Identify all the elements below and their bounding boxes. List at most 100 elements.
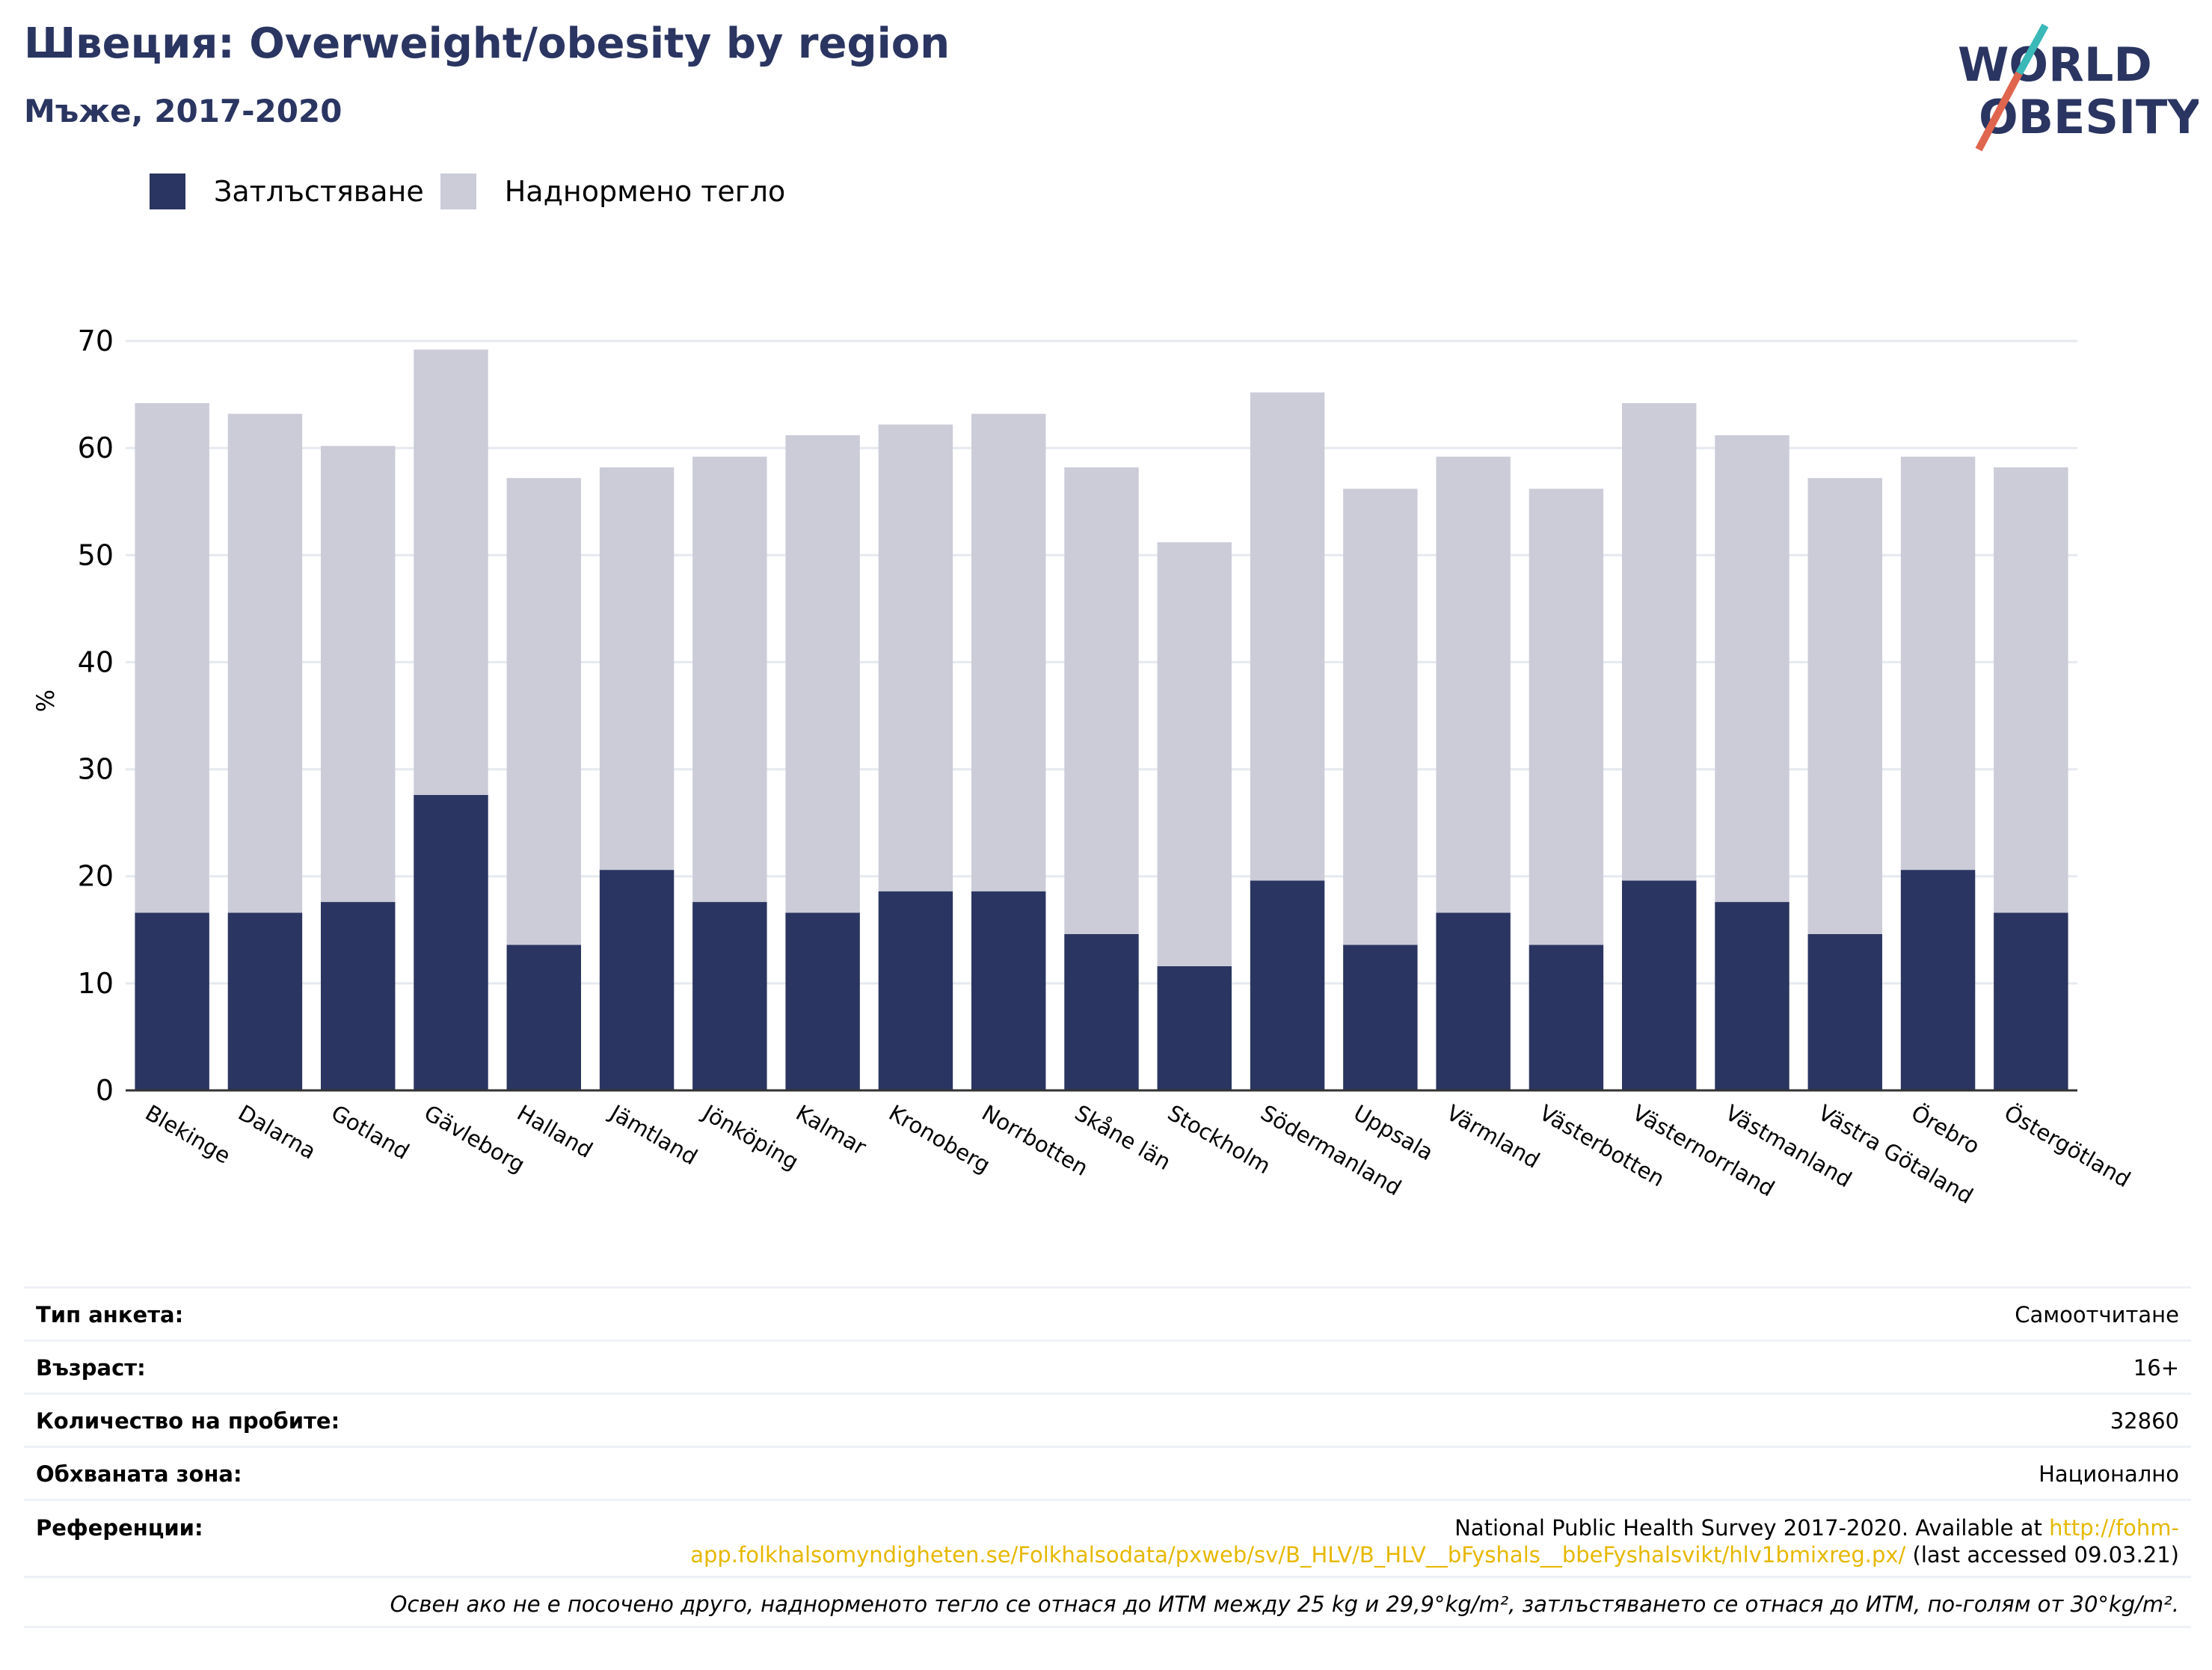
bar-overweight [1715,435,1789,903]
chart-title: Швеция: Overweight/obesity by region [24,19,950,68]
chart-subtitle: Мъже, 2017-2020 [24,93,342,129]
y-tick-label: 60 [78,432,114,464]
bar-obesity [1157,966,1232,1090]
bar-overweight [878,424,953,891]
y-tick-label: 20 [78,860,114,893]
bar-obesity [1994,912,2068,1090]
x-tick-label: Östergötland [2000,1100,2134,1193]
bar-obesity [1436,912,1511,1090]
x-tick-label: Örebro [1907,1100,1984,1159]
info-label: Референции: [36,1515,203,1541]
definition-note: Освен ако не е посочено друго, наднормен… [390,1591,2179,1617]
bar-obesity [971,891,1046,1090]
info-label: Обхваната зона: [36,1461,242,1487]
bar-overweight [506,478,581,945]
info-row-sample-size: Количество на пробите: 32860 [24,1393,2191,1446]
bar-obesity [414,794,488,1090]
bar-overweight [971,414,1046,891]
bar-obesity [1715,902,1789,1090]
info-value: Самоотчитане [2015,1302,2179,1327]
legend-swatch-obesity [150,174,185,209]
bar-obesity [878,891,953,1090]
info-row-survey-type: Тип анкета: Самоотчитане [24,1286,2191,1339]
bar-overweight [599,467,675,871]
x-tick-label: Jämtland [604,1099,701,1170]
logo-slash-teal [2015,23,2049,76]
reference-link[interactable]: http://fohm-app.folkhalsomyndigheten.se/… [690,1515,2179,1568]
bar-overweight [1343,488,1418,945]
info-row-note: Освен ако не е посочено друго, наднормен… [24,1576,2191,1628]
legend-item-overweight: Наднормено тегло [440,174,786,209]
bar-overweight [1436,456,1511,913]
bar-overweight [414,349,488,795]
bar-overweight [1994,467,2068,913]
bar-obesity [692,902,767,1090]
info-value: 32860 [2110,1408,2179,1434]
reference-text: National Public Health Survey 2017-2020.… [384,1514,2179,1568]
info-row-area: Обхваната зона: Национално [24,1446,2191,1499]
world-obesity-logo: WORLD OBESITY [1958,23,2199,152]
y-axis-label: % [31,690,60,712]
info-label: Възраст: [36,1355,146,1381]
y-tick-label: 40 [78,645,114,678]
x-tick-label: Gävleborg [420,1100,529,1178]
bar-overweight [321,446,396,903]
y-tick-label: 30 [78,753,114,786]
y-tick-label: 70 [78,325,114,357]
legend-label-obesity: Затлъстяване [214,175,424,208]
info-label: Тип анкета: [36,1302,184,1327]
bar-obesity [135,912,209,1090]
x-tick-label: Värmland [1443,1100,1544,1173]
legend-swatch-overweight [440,174,476,209]
logo-slash-red [1975,71,2023,152]
bar-overweight [1529,488,1604,945]
bar-obesity [1529,945,1604,1090]
bar-obesity [1807,934,1882,1090]
bar-overweight [227,414,303,913]
x-tick-label: Kronoberg [885,1100,995,1179]
bar-overweight [1250,392,1325,881]
y-tick-label: 0 [96,1074,114,1107]
survey-info-table: Тип анкета: Самоотчитане Възраст: 16+ Ко… [24,1286,2191,1628]
bar-obesity [599,870,675,1090]
bar-obesity [1343,945,1418,1090]
bar-overweight [785,435,860,913]
info-value: 16+ [2133,1355,2179,1381]
logo-line2: OBESITY [1979,90,2199,144]
bar-overweight [135,403,209,913]
bar-obesity [785,912,860,1090]
bar-obesity [506,945,581,1090]
bar-overweight [1157,542,1232,966]
logo-line1: WORLD [1958,37,2152,92]
bar-obesity [1900,870,1976,1090]
x-tick-label: Norrbotten [977,1100,1093,1181]
bar-overweight [1622,403,1697,881]
legend-label-overweight: Наднормено тегло [504,175,786,208]
bar-obesity [227,912,303,1090]
info-value: Национално [2039,1461,2179,1487]
bar-obesity [321,902,396,1090]
x-tick-label: Stockholm [1164,1100,1275,1179]
info-row-age: Възраст: 16+ [24,1339,2191,1393]
bar-overweight [1900,456,1976,871]
x-tick-label: Jönköping [698,1099,803,1175]
bar-obesity [1250,880,1325,1090]
y-tick-label: 50 [78,538,114,571]
x-tick-label: Dalarna [234,1100,320,1164]
reference-text-after: (last accessed 09.03.21) [1905,1542,2180,1568]
x-tick-label: Blekinge [141,1100,235,1169]
info-row-references: Референции: National Public Health Surve… [24,1499,2191,1576]
bar-obesity [1622,880,1697,1090]
bar-overweight [1064,467,1139,935]
legend-item-obesity: Затлъстяване [150,174,424,209]
bar-obesity [1064,934,1139,1090]
y-tick-label: 10 [78,967,114,1000]
x-tick-label: Kalmar [792,1100,871,1161]
chart-legend: Затлъстяване Наднормено тегло [150,174,802,209]
reference-text-before: National Public Health Survey 2017-2020.… [1454,1515,2050,1541]
x-tick-label: Gotland [327,1100,414,1165]
x-tick-label: Västra Götaland [1814,1100,1978,1209]
bar-overweight [1807,478,1882,935]
bar-overweight [692,456,767,903]
